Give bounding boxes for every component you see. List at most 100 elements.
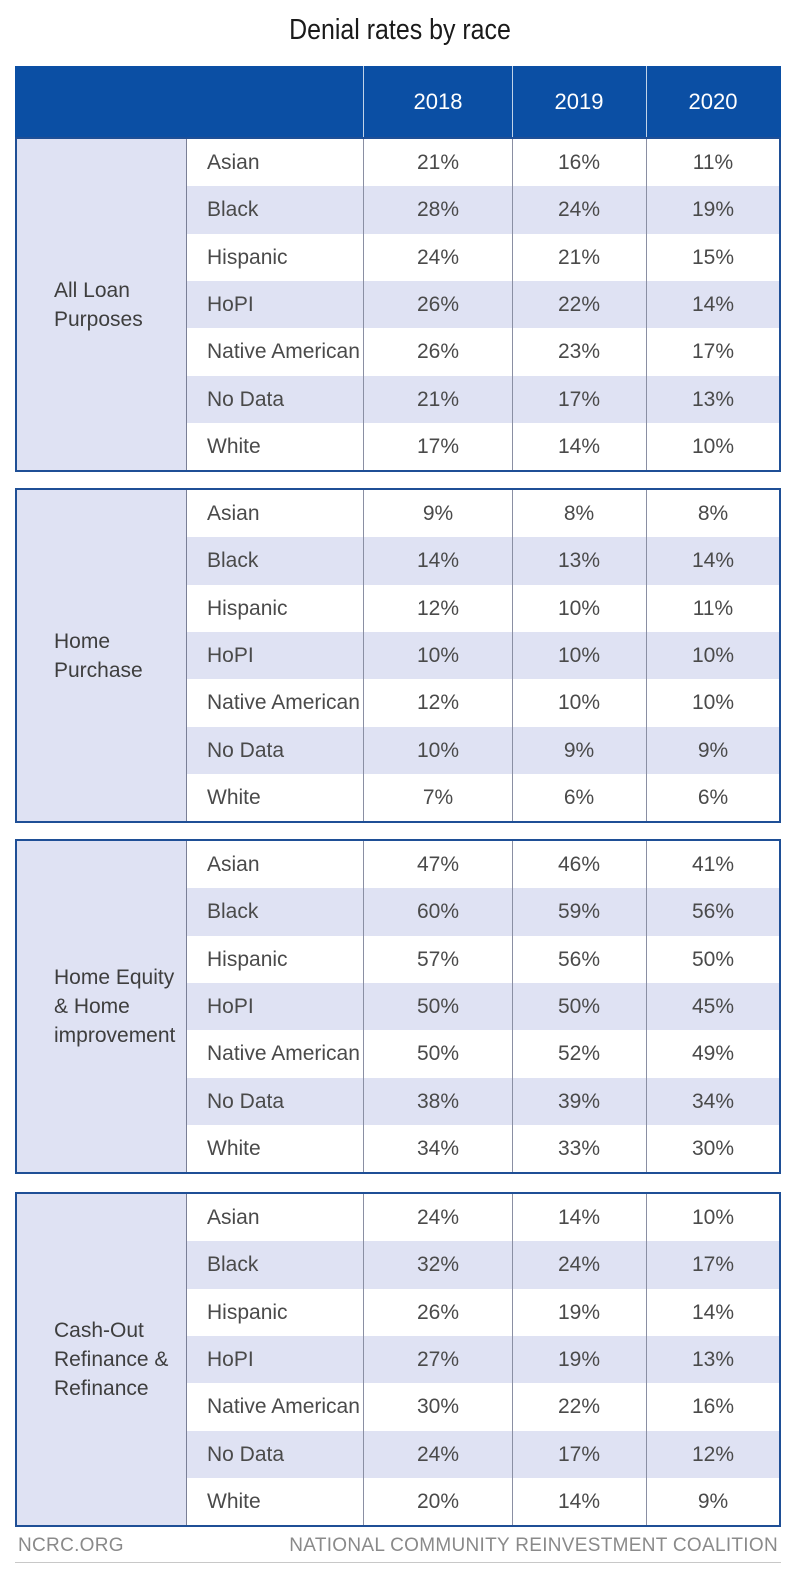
value-cell-2018: 47%: [416, 853, 460, 876]
race-label: Native American: [207, 1042, 360, 1066]
race-label: Black: [207, 900, 259, 924]
race-label: White: [207, 785, 261, 809]
value-cell-2020: 11%: [692, 151, 734, 174]
column-divider: [512, 139, 513, 470]
race-label: Asian: [207, 151, 260, 174]
value-cell-2019: 6%: [563, 785, 595, 809]
table-row: Black 14% 13% 14%: [187, 537, 779, 585]
group-cell: Home Purchase: [17, 490, 187, 821]
value-cell-2020: 9%: [697, 1489, 729, 1513]
race-label: HoPI: [207, 1347, 254, 1371]
value-cell-2020: 50%: [691, 947, 735, 971]
value-cell-2018: 26%: [416, 340, 460, 364]
value-cell-2019: 13%: [557, 549, 601, 573]
column-divider: [512, 490, 513, 821]
race-label: HoPI: [207, 292, 254, 316]
race-label: No Data: [207, 387, 285, 411]
table-row: Black 32% 24% 17%: [187, 1241, 779, 1289]
footer-org: NATIONAL COMMUNITY REINVESTMENT COALITIO…: [289, 1535, 778, 1556]
race-label: Native American: [207, 691, 360, 715]
race-label: Native American: [207, 1395, 360, 1419]
value-cell-2020: 10%: [691, 1206, 735, 1229]
value-cell-2019: 24%: [557, 198, 601, 222]
value-cell-2019: 33%: [557, 1136, 601, 1160]
group-cell: Home Equity & Home improvement: [17, 841, 187, 1172]
table-row: Native American 30% 22% 16%: [187, 1383, 779, 1430]
group-label: Home Equity & Home improvement: [54, 966, 176, 1047]
table-header: 2018 2019 2020: [15, 66, 781, 137]
column-divider: [512, 1194, 513, 1525]
value-cell-2019: 14%: [557, 434, 601, 458]
value-cell-2019: 17%: [557, 1442, 601, 1466]
column-header-2018: 2018: [413, 89, 463, 114]
table-section: Home Equity & Home improvement Asian 47% 46…: [15, 839, 781, 1174]
value-cell-2018: 21%: [416, 151, 460, 174]
value-cell-2019: 24%: [557, 1253, 601, 1277]
footer-site: NCRC.ORG: [18, 1535, 124, 1556]
value-cell-2018: 26%: [416, 1300, 460, 1324]
value-cell-2019: 56%: [557, 947, 601, 971]
value-cell-2020: 10%: [691, 434, 735, 458]
table-row: Asian 24% 14% 10%: [187, 1194, 779, 1241]
value-cell-2019: 52%: [557, 1042, 601, 1066]
value-cell-2018: 21%: [416, 387, 460, 411]
table-row: White 17% 14% 10%: [187, 423, 779, 470]
value-cell-2020: 9%: [697, 738, 729, 762]
value-cell-2019: 10%: [557, 691, 601, 715]
table-row: No Data 21% 17% 13%: [187, 375, 779, 423]
value-cell-2018: 24%: [416, 1442, 460, 1466]
value-cell-2019: 39%: [557, 1089, 601, 1113]
value-cell-2019: 22%: [557, 292, 601, 316]
table-row: Asian 21% 16% 11%: [187, 139, 779, 186]
column-divider: [363, 841, 364, 1172]
value-cell-2018: 10%: [416, 738, 460, 762]
race-label: HoPI: [207, 643, 254, 667]
value-cell-2019: 21%: [557, 245, 601, 269]
value-cell-2018: 32%: [416, 1253, 460, 1277]
value-cell-2020: 15%: [691, 245, 735, 269]
value-cell-2019: 22%: [557, 1395, 601, 1419]
value-cell-2020: 45%: [691, 994, 735, 1018]
value-cell-2020: 13%: [691, 387, 735, 411]
value-cell-2020: 11%: [692, 596, 734, 620]
group-cell: Cash-Out Refinance & Refinance: [17, 1194, 187, 1525]
value-cell-2018: 20%: [416, 1489, 460, 1513]
race-label: Asian: [207, 502, 260, 525]
header-divider: [512, 66, 513, 137]
table-row: Native American 12% 10% 10%: [187, 679, 779, 726]
value-cell-2020: 56%: [691, 900, 735, 924]
value-cell-2020: 17%: [691, 340, 735, 364]
column-divider: [646, 841, 647, 1172]
race-label: Hispanic: [207, 596, 288, 620]
table-row: White 20% 14% 9%: [187, 1478, 779, 1525]
race-label: Hispanic: [207, 947, 288, 971]
value-cell-2018: 17%: [416, 434, 460, 458]
race-label: White: [207, 434, 261, 458]
value-cell-2018: 12%: [416, 691, 460, 715]
value-cell-2019: 46%: [557, 853, 601, 876]
value-cell-2018: 38%: [416, 1089, 460, 1113]
value-cell-2019: 23%: [557, 340, 601, 364]
column-divider: [363, 490, 364, 821]
table-row: Hispanic 26% 19% 14%: [187, 1289, 779, 1336]
race-label: White: [207, 1136, 261, 1160]
table-row: Asian 47% 46% 41%: [187, 841, 779, 888]
value-cell-2020: 8%: [697, 502, 729, 525]
value-cell-2020: 6%: [697, 785, 729, 809]
table-row: Native American 50% 52% 49%: [187, 1030, 779, 1077]
table-row: Native American 26% 23% 17%: [187, 328, 779, 375]
value-cell-2018: 14%: [416, 549, 460, 573]
column-divider: [363, 139, 364, 470]
race-label: No Data: [207, 738, 285, 762]
column-divider: [646, 139, 647, 470]
group-label: Home Purchase: [54, 629, 143, 682]
value-cell-2019: 9%: [563, 738, 595, 762]
chart-title: Denial rates by race: [289, 14, 511, 46]
value-cell-2019: 17%: [557, 387, 601, 411]
value-cell-2018: 50%: [416, 1042, 460, 1066]
race-label: No Data: [207, 1089, 285, 1113]
group-label: Cash-Out Refinance & Refinance: [54, 1319, 169, 1400]
value-cell-2020: 14%: [691, 1300, 735, 1324]
value-cell-2018: 26%: [416, 292, 460, 316]
value-cell-2018: 30%: [416, 1395, 460, 1419]
